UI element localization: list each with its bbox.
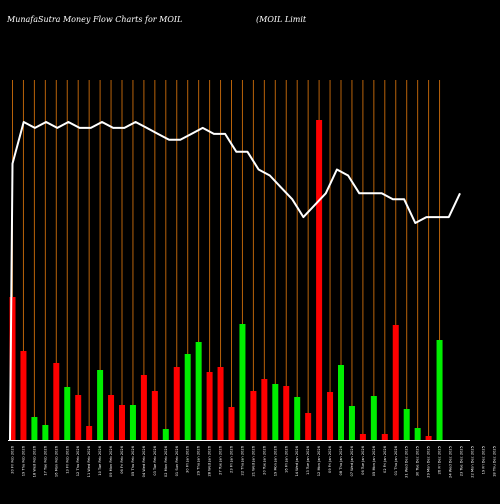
volume-bar [239,324,245,440]
volume-bar [371,396,377,440]
volume-bar [130,405,136,440]
x-tick-label: 05 Mon Jan 2026 [372,445,376,476]
volume-bar [437,340,443,440]
x-tick-label: 02 Mon Feb 2026 [164,445,168,477]
volume-bar [53,363,59,440]
x-tick-label: 05 Thu Feb 2026 [131,445,135,476]
x-tick-label: 14 Wed Jan 2026 [295,445,299,476]
x-tick-label: 20 Tue Jan 2026 [262,445,266,475]
volume-bar [316,120,322,440]
x-tick-label: 21 Wed Jan 2026 [251,445,255,476]
volume-bar [261,379,267,440]
volume-bar [185,354,191,440]
x-tick-label: 10 Tue Feb 2026 [98,445,102,475]
x-tick-label: 22 Thu Jan 2026 [240,445,244,475]
x-tick-label: 26 Fri Dec 2025 [438,446,442,474]
x-tick-label: 30 Fri Jan 2026 [186,445,190,473]
x-tick-label: 28 Wed Jan 2026 [208,445,212,476]
volume-bar [283,386,289,440]
x-tick-label: 27 Tue Jan 2026 [219,445,223,475]
x-tick-label: 13 Fri Feb 2026 [65,445,69,474]
x-tick-label: 03 Tue Feb 2026 [153,445,157,475]
volume-bar [174,367,180,440]
x-tick-label: 16 Mon Feb 2026 [54,445,58,477]
x-tick-label: 02 Fri Jan 2026 [383,445,387,473]
volume-bar [196,342,202,440]
x-tick-label: 20 Fri Feb 2026 [11,445,15,474]
volume-bar [86,426,92,440]
x-tick-label: 18 Thu Dec 2025 [492,446,496,477]
x-tick-label: 06 Tue Jan 2026 [361,445,365,475]
volume-bar [404,409,410,440]
x-tick-label: 23 Fri Jan 2026 [230,445,234,473]
x-tick-label: 01 Sun Feb 2026 [175,445,179,476]
x-tick-label: 06 Fri Feb 2026 [120,445,124,474]
x-tick-label: 01 Thu Jan 2026 [394,445,398,475]
volume-bar [141,375,147,440]
x-tick-label: 04 Wed Feb 2026 [142,445,146,477]
x-tick-label: 09 Fri Jan 2026 [328,445,332,473]
x-tick-label: 12 Mon Jan 2026 [317,445,321,476]
volume-bar [415,428,421,440]
volume-bar [294,397,300,440]
x-tick-label: 17 Tue Feb 2026 [43,445,47,475]
volume-bar [75,395,81,440]
x-tick-label: 19 Thu Feb 2026 [21,445,25,476]
x-tick-label: 30 Tue Dec 2025 [416,446,420,476]
x-tick-label: 16 Fri Jan 2026 [284,445,288,473]
volume-bar [327,392,333,440]
volume-bar [426,436,432,440]
volume-bar [20,351,26,440]
volume-bar [108,395,114,440]
volume-bar [229,407,235,440]
x-tick-label: 19 Mon Jan 2026 [273,445,277,476]
chart-subtitle: (MOIL Limit [256,15,307,24]
volume-bar [152,391,158,440]
x-tick-label: 29 Mon Dec 2025 [427,446,431,478]
x-tick-label: 09 Mon Feb 2026 [109,445,113,477]
volume-bar [97,370,103,440]
volume-bar [207,372,213,440]
x-tick-label: 11 Wed Feb 2026 [87,445,91,477]
volume-bar [360,434,366,440]
volume-bar [305,413,311,440]
x-tick-label: 24 Wed Dec 2025 [449,446,453,478]
x-tick-label: 31 Wed Dec 2025 [405,446,409,478]
volume-bar [64,387,70,440]
volume-bar [31,417,37,440]
volume-bar [250,391,256,440]
volume-bar [338,365,344,440]
volume-bar [218,367,224,440]
volume-bar [349,406,355,440]
volume-bar [42,425,48,440]
x-tick-label: 22 Mon Dec 2025 [470,446,474,478]
volume-bar [393,325,399,440]
volume-bar [382,434,388,440]
x-tick-label: 12 Thu Feb 2026 [76,445,80,476]
x-tick-label: 08 Thu Jan 2026 [339,445,343,475]
x-tick-label: 18 Wed Feb 2026 [32,445,36,477]
chart-title: MunafaSutra Money Flow Charts for MOIL [6,15,182,24]
x-tick-label: 23 Tue Dec 2025 [459,446,463,476]
x-tick-label: 19 Fri Dec 2025 [481,446,485,474]
x-tick-label: 29 Thu Jan 2026 [197,445,201,475]
x-tick-label: 07 Wed Jan 2026 [350,445,354,476]
volume-bar [163,429,169,440]
volume-bar [272,384,278,440]
x-tick-label: 13 Tue Jan 2026 [306,445,310,475]
volume-bar [119,405,125,440]
